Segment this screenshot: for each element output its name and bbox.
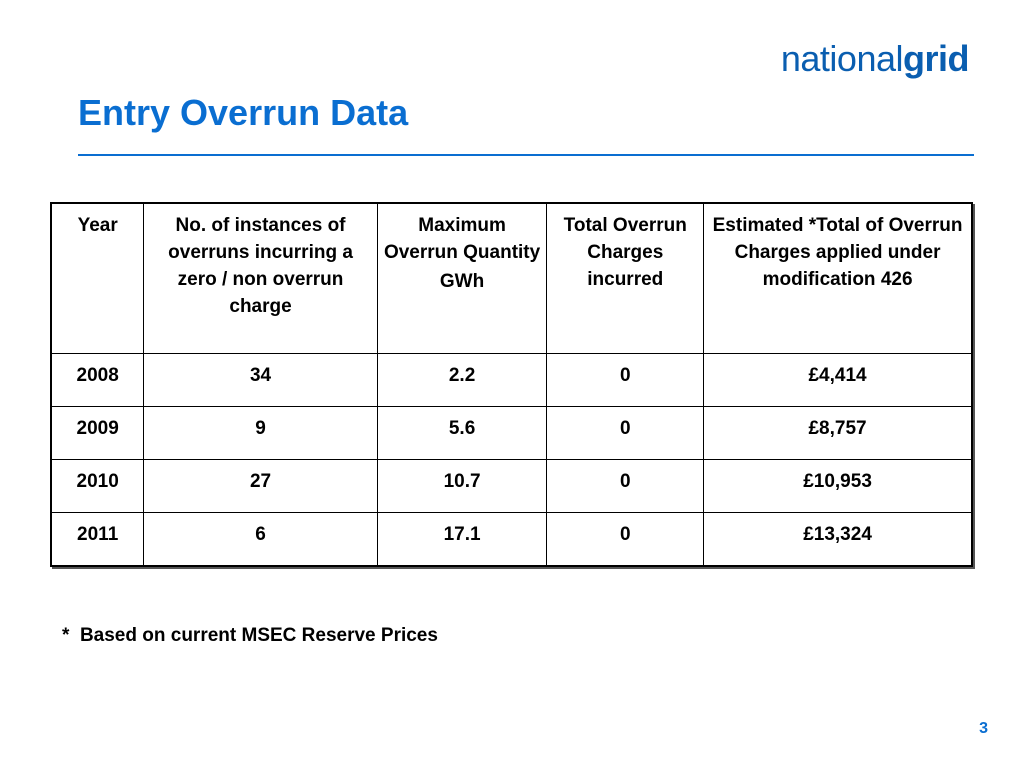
footnote: * Based on current MSEC Reserve Prices — [62, 625, 438, 646]
cell-year: 2008 — [50, 353, 145, 407]
cell-max-quantity: 10.7 — [376, 459, 548, 513]
cell-instances: 9 — [143, 406, 378, 460]
header-max-quantity-unit: GWh — [439, 271, 485, 292]
title-underline — [78, 154, 974, 156]
header-max-quantity: Maximum Overrun Quantity GWh — [376, 202, 548, 354]
table-row: 2009 9 5.6 0 £8,757 — [50, 406, 973, 460]
nationalgrid-logo: nationalgrid — [780, 38, 970, 80]
cell-estimated-total: £4,414 — [703, 353, 973, 407]
table-row: 2008 34 2.2 0 £4,414 — [50, 353, 973, 407]
cell-total-charges: 0 — [546, 512, 705, 567]
cell-instances: 27 — [143, 459, 378, 513]
cell-estimated-total: £8,757 — [703, 406, 973, 460]
header-instances: No. of instances of overruns incurring a… — [143, 202, 378, 354]
table-row: 2010 27 10.7 0 £10,953 — [50, 459, 973, 513]
table-header-row: Year No. of instances of overruns incurr… — [50, 202, 973, 354]
cell-instances: 6 — [143, 512, 378, 567]
cell-max-quantity: 5.6 — [376, 406, 548, 460]
cell-total-charges: 0 — [546, 459, 705, 513]
slide-title: Entry Overrun Data — [78, 92, 409, 133]
header-year: Year — [50, 202, 145, 354]
cell-max-quantity: 2.2 — [376, 353, 548, 407]
cell-year: 2010 — [50, 459, 145, 513]
page-number: 3 — [979, 720, 988, 737]
cell-estimated-total: £10,953 — [703, 459, 973, 513]
cell-total-charges: 0 — [546, 406, 705, 460]
header-max-quantity-label: Maximum Overrun Quantity — [383, 215, 541, 263]
header-estimated-total: Estimated *Total of Overrun Charges appl… — [703, 202, 973, 354]
header-total-charges: Total Overrun Charges incurred — [546, 202, 705, 354]
overrun-data-table: Year No. of instances of overruns incurr… — [50, 202, 973, 567]
cell-max-quantity: 17.1 — [376, 512, 548, 567]
cell-total-charges: 0 — [546, 353, 705, 407]
table-row: 2011 6 17.1 0 £13,324 — [50, 512, 973, 567]
cell-year: 2011 — [50, 512, 145, 567]
logo-light-text: national — [780, 38, 904, 79]
logo-bold-text: grid — [903, 38, 970, 79]
cell-estimated-total: £13,324 — [703, 512, 973, 567]
cell-year: 2009 — [50, 406, 145, 460]
cell-instances: 34 — [143, 353, 378, 407]
